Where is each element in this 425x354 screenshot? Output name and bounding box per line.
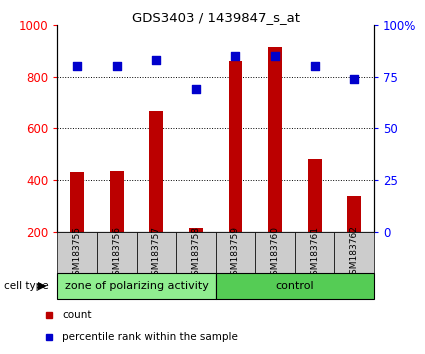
Text: ▶: ▶ [38,281,47,291]
Text: GSM183762: GSM183762 [350,225,359,280]
Title: GDS3403 / 1439847_s_at: GDS3403 / 1439847_s_at [132,11,300,24]
Text: percentile rank within the sample: percentile rank within the sample [62,332,238,342]
Text: GSM183757: GSM183757 [152,225,161,280]
Point [311,63,318,69]
Point [232,53,239,59]
Point [193,86,199,92]
Text: control: control [275,281,314,291]
Bar [136,232,176,273]
Bar [110,171,124,232]
Text: zone of polarizing activity: zone of polarizing activity [65,281,209,291]
Bar [334,232,374,273]
Point [113,63,120,69]
Point [351,76,357,81]
Text: GSM183759: GSM183759 [231,225,240,280]
Bar [57,232,97,273]
Bar [308,159,322,232]
Bar [57,273,215,299]
Point [272,53,278,59]
Text: GSM183756: GSM183756 [112,225,121,280]
Bar [215,232,255,273]
Bar [176,232,215,273]
Bar [215,273,374,299]
Point [74,63,81,69]
Bar [347,196,361,232]
Bar [189,228,203,232]
Bar [268,47,282,232]
Text: cell type: cell type [4,281,49,291]
Bar [229,61,242,232]
Text: GSM183760: GSM183760 [271,225,280,280]
Bar [70,172,84,232]
Bar [295,232,334,273]
Text: GSM183761: GSM183761 [310,225,319,280]
Text: count: count [62,310,91,320]
Bar [150,112,163,232]
Text: GSM183758: GSM183758 [191,225,201,280]
Bar [255,232,295,273]
Point [153,57,160,63]
Text: GSM183755: GSM183755 [73,225,82,280]
Bar [97,232,136,273]
